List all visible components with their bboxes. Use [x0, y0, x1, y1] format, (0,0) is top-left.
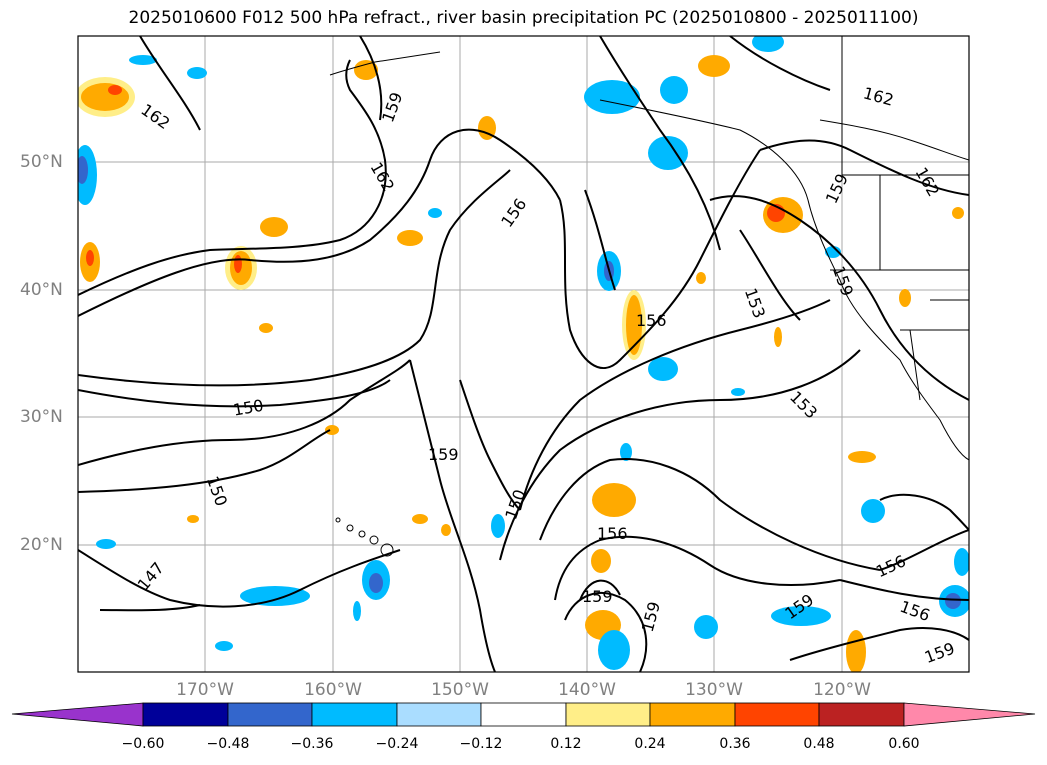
pos-anomaly	[899, 289, 911, 307]
colorbar-extend-right	[903, 702, 1036, 727]
map-background	[78, 36, 969, 672]
colorbar-segment	[649, 702, 736, 727]
colorbar-tick: 0.36	[719, 736, 751, 752]
colorbar-tick: −0.36	[290, 736, 334, 752]
colorbar-tick: 0.24	[634, 736, 666, 752]
neg-anomaly	[861, 499, 885, 523]
colorbar-segment	[480, 702, 567, 727]
colorbar-segment	[565, 702, 651, 727]
chart-title: 2025010600 F012 500 hPa refract., river …	[128, 8, 919, 28]
neg-anomaly	[215, 641, 233, 651]
colorbar	[11, 702, 1036, 727]
neg-anomaly	[771, 606, 831, 626]
graticule	[78, 36, 969, 672]
lon-label: 160°W	[304, 680, 362, 700]
map-frame	[77, 35, 970, 673]
neg-anomaly	[660, 76, 688, 104]
neg-anomaly	[491, 514, 505, 538]
contour-label: 159	[582, 587, 613, 606]
coastlines	[329, 36, 969, 461]
colorbar-tick: −0.60	[121, 736, 165, 752]
lon-label: 130°W	[685, 680, 743, 700]
lat-label: 50°N	[20, 152, 63, 172]
colorbar-tick: 0.48	[803, 736, 835, 752]
lon-label: 150°W	[431, 680, 489, 700]
pos-anomaly	[260, 217, 288, 237]
pos-anomaly	[354, 60, 378, 80]
lat-label: 30°N	[20, 407, 63, 427]
neg-anomaly	[129, 55, 157, 65]
pos-anomaly	[698, 55, 730, 77]
neg-anomaly	[428, 208, 442, 218]
lat-label: 40°N	[20, 280, 63, 300]
pos-anomaly	[86, 250, 94, 266]
colorbar-tick: −0.24	[375, 736, 419, 752]
lon-label: 120°W	[813, 680, 871, 700]
pos-anomaly	[952, 207, 964, 219]
pos-anomaly	[81, 83, 129, 111]
pos-anomaly	[441, 524, 451, 536]
contour-label: 156	[597, 524, 628, 543]
pos-anomaly	[412, 514, 428, 524]
neg-anomaly	[78, 156, 88, 184]
colorbar-segment	[227, 702, 313, 727]
neg-anomaly	[648, 357, 678, 381]
colorbar-segment	[818, 702, 905, 727]
pos-anomaly	[592, 483, 636, 517]
neg-anomaly	[353, 601, 361, 621]
pos-anomaly	[397, 230, 423, 246]
height-contours	[78, 36, 969, 672]
pos-anomaly	[234, 255, 242, 273]
lon-label: 140°W	[558, 680, 616, 700]
pos-anomaly	[626, 295, 642, 355]
colorbar-extend-left	[11, 702, 144, 727]
colorbar-tick: 0.60	[888, 736, 920, 752]
pos-anomaly	[696, 272, 706, 284]
colorbar-tick: −0.12	[459, 736, 503, 752]
neg-anomaly	[620, 443, 632, 461]
neg-anomaly	[369, 573, 383, 593]
pos-anomaly	[259, 323, 273, 333]
hawaii-islands	[335, 517, 394, 557]
contour-label: 159	[428, 445, 459, 464]
neg-anomaly	[648, 136, 688, 170]
pos-anomaly	[591, 549, 611, 573]
pos-anomaly	[187, 515, 199, 523]
lat-label: 20°N	[20, 535, 63, 555]
contour-label: 156	[636, 311, 667, 330]
colorbar-segment	[396, 702, 482, 727]
pos-anomaly	[108, 85, 122, 95]
pos-anomaly	[774, 327, 782, 347]
neg-anomaly	[731, 388, 745, 396]
colorbar-tick: −0.48	[206, 736, 250, 752]
neg-anomaly	[945, 593, 961, 609]
neg-anomaly	[954, 548, 969, 576]
pos-anomaly	[325, 425, 339, 435]
pos-anomaly	[846, 630, 866, 672]
neg-anomaly	[752, 36, 784, 52]
colorbar-segment	[142, 702, 229, 727]
colorbar-segment	[734, 702, 820, 727]
colorbar-segment	[311, 702, 398, 727]
pos-anomaly	[848, 451, 876, 463]
neg-anomaly	[96, 539, 116, 549]
neg-anomaly	[598, 630, 630, 670]
lon-label: 170°W	[176, 680, 234, 700]
neg-anomaly	[240, 586, 310, 606]
colorbar-tick: 0.12	[550, 736, 582, 752]
neg-anomaly	[187, 67, 207, 79]
precip-shading	[78, 36, 969, 672]
neg-anomaly	[694, 615, 718, 639]
